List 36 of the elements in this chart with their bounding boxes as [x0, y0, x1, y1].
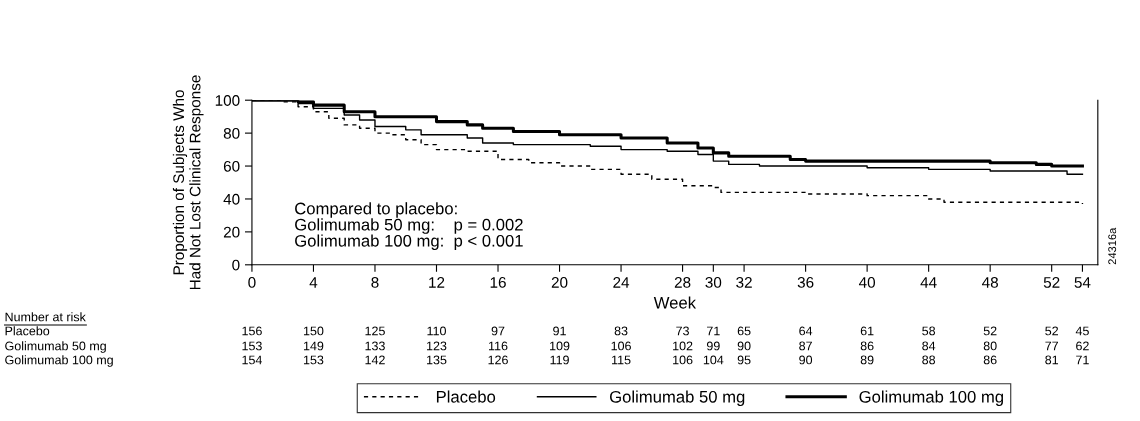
x-tick-label: 0: [248, 277, 256, 288]
x-axis-title: Week: [653, 296, 697, 309]
y-tick-label: 100: [215, 95, 240, 106]
text: Number at risk: [5, 312, 86, 322]
x-tick-label: 30: [705, 277, 722, 288]
text: 24316a: [1108, 227, 1117, 265]
text: 156 150 125 110 97 91 83 73 71 65 64 61 58 52 52 45: [242, 326, 1089, 336]
x-tick-label: 8: [371, 277, 379, 288]
y-tick-label: 0: [232, 259, 240, 271]
x-tick-label: 4: [309, 277, 318, 288]
annotation: Compared to placebo: Golimumab 50 mg: p = 0.002 Golimumab 100 mg: p < 0.001: [295, 202, 523, 250]
text: 154 153 142 135 126 119 115 106 104 95 90 89 88 86 81 71: [242, 355, 1089, 365]
x-tick-label: 36: [797, 277, 814, 288]
text: 153 149 133 123 116 109 106 102 99 90 87 86 84 80 77 62: [242, 341, 1089, 351]
y-tick-label: 20: [223, 226, 240, 238]
x-tick-label: 20: [551, 277, 568, 288]
x-tick-label: 12: [429, 277, 445, 288]
y-tick-label: 60: [223, 160, 240, 172]
legend-label: Golimumab 100 mg: [859, 390, 1004, 406]
x-tick-label: 48: [982, 277, 998, 288]
x-tick-label: 44: [920, 277, 937, 288]
x-tick-label: 32: [736, 277, 752, 288]
y-tick-label: 80: [223, 127, 240, 139]
legend-label: Golimumab 50 mg: [609, 390, 745, 406]
legend-label: Placebo: [436, 390, 496, 403]
y-tick-label: 40: [223, 193, 240, 205]
x-tick-label: 40: [858, 277, 876, 288]
x-tick-label: 24: [613, 277, 630, 288]
x-tick-label: 52: [1043, 277, 1060, 288]
y-axis-title: Proportion of Subjects Who Had Not Lost Clinical Response: [172, 75, 204, 290]
text: Golimumab 100 mg: [5, 355, 113, 367]
x-tick-label: 28: [674, 277, 691, 288]
x-tick-label: 54: [1074, 277, 1091, 288]
text: Placebo: [5, 326, 50, 336]
x-tick-label: 16: [490, 277, 506, 288]
text: Golimumab 50 mg: [5, 341, 106, 353]
